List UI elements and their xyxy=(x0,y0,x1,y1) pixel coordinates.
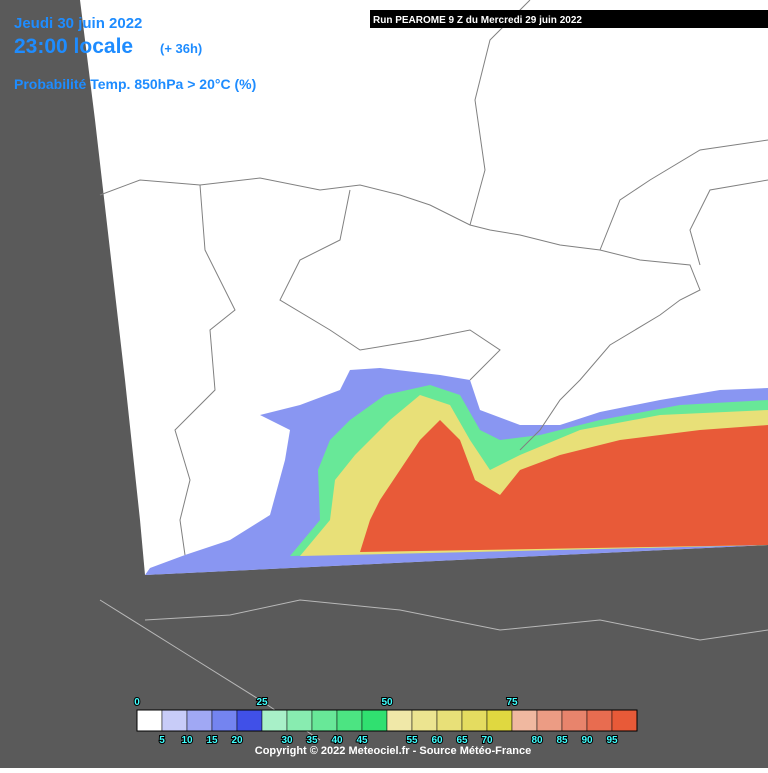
legend-label: 95 xyxy=(606,735,618,746)
legend-swatch xyxy=(486,709,513,732)
legend-swatch xyxy=(336,709,363,732)
run-banner xyxy=(370,10,768,28)
legend-label: 25 xyxy=(256,697,268,708)
legend-swatch xyxy=(186,709,213,732)
legend-label: 35 xyxy=(306,735,318,746)
legend-label: 40 xyxy=(331,735,343,746)
legend: 0 5 10 15 20 25 30 35 40 45 50 55 60 65 70 75 80 85 90 95 xyxy=(133,696,638,747)
legend-swatch xyxy=(536,709,563,732)
legend-swatch xyxy=(261,709,288,732)
legend-label: 90 xyxy=(581,735,593,746)
forecast-lead: (+ 36h) xyxy=(160,41,202,56)
borders xyxy=(99,0,768,741)
legend-label: 70 xyxy=(481,735,493,746)
legend-label: 85 xyxy=(556,735,568,746)
product-title: Probabilité Temp. 850hPa > 20°C (%) xyxy=(14,76,256,92)
legend-swatch xyxy=(286,709,313,732)
legend-swatch xyxy=(461,709,488,732)
legend-label: 75 xyxy=(506,697,518,708)
legend-label: 30 xyxy=(281,735,293,746)
legend-label: 20 xyxy=(231,735,243,746)
legend-swatch xyxy=(511,709,538,732)
legend-swatch xyxy=(611,709,638,732)
legend-swatch xyxy=(311,709,338,732)
legend-label: 55 xyxy=(406,735,418,746)
legend-swatch xyxy=(386,709,413,732)
copyright: Copyright © 2022 Meteociel.fr - Source M… xyxy=(255,745,531,757)
legend-label: 45 xyxy=(356,735,368,746)
legend-swatch xyxy=(561,709,588,732)
legend-label: 10 xyxy=(181,735,193,746)
legend-swatch xyxy=(436,709,463,732)
forecast-date: Jeudi 30 juin 2022 xyxy=(14,15,142,32)
legend-label: 65 xyxy=(456,735,468,746)
forecast-time: 23:00 locale xyxy=(14,35,133,58)
probability-field xyxy=(145,368,768,575)
legend-label: 50 xyxy=(381,697,393,708)
legend-swatch xyxy=(211,709,238,732)
legend-swatch xyxy=(161,709,188,732)
legend-label: 80 xyxy=(531,735,543,746)
legend-swatch xyxy=(411,709,438,732)
legend-label: 0 xyxy=(134,697,140,708)
legend-swatch xyxy=(236,709,263,732)
legend-frame xyxy=(136,709,638,732)
legend-label: 60 xyxy=(431,735,443,746)
legend-label: 5 xyxy=(159,735,165,746)
legend-label: 15 xyxy=(206,735,218,746)
legend-swatch xyxy=(136,709,163,732)
run-info: Run PEAROME 9 Z du Mercredi 29 juin 2022 xyxy=(373,15,582,26)
legend-swatch xyxy=(586,709,613,732)
legend-swatch xyxy=(361,709,388,732)
